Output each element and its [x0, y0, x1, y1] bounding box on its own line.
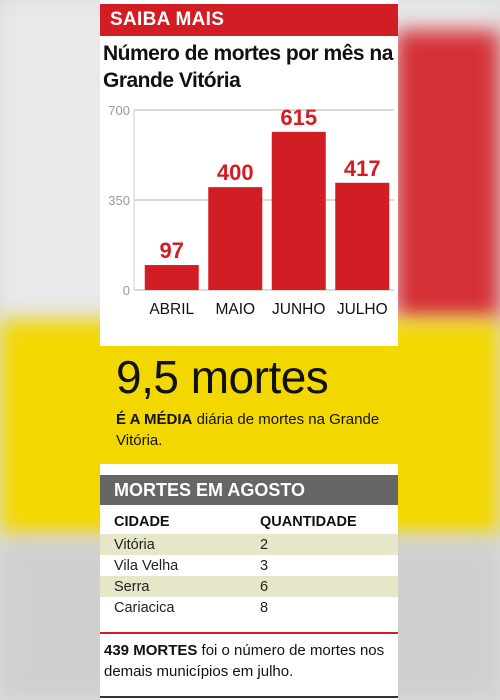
data-label: 400 — [217, 160, 254, 185]
row-count: 8 — [260, 599, 269, 616]
row-count: 2 — [260, 534, 398, 555]
bar-abril — [144, 265, 199, 290]
infographic-panel: SAIBA MAIS Número de mortes por mês na G… — [100, 0, 398, 700]
bar-junho — [271, 131, 326, 290]
y-tick-label: 700 — [108, 103, 130, 118]
x-tick-label: ABRIL — [149, 301, 194, 318]
table-row: Vitória 2 — [100, 534, 398, 555]
footnote: 439 MORTES foi o número de mortes nos de… — [104, 640, 398, 682]
row-city: Vila Velha — [114, 557, 179, 574]
bottom-rule — [100, 696, 398, 698]
table-title: MORTES EM AGOSTO — [100, 475, 398, 505]
bar-chart: 0 350 700 97 400 615 417 ABRIL MAIO JUNHO JULHO — [108, 103, 394, 318]
footnote-lead: 439 MORTES — [104, 642, 198, 659]
data-label: 417 — [344, 156, 381, 181]
average-value: 9,5 mortes — [116, 351, 329, 403]
x-tick-label: JULHO — [337, 301, 388, 318]
chart-title: Número de mortes por mês na Grande Vitór… — [103, 42, 393, 92]
footnote-text: foi o número de mortes nos demais municí… — [104, 642, 385, 680]
table-row: Serra 6 — [100, 576, 398, 597]
average-caption: É A MÉDIA diária de mortes na Grande Vit… — [116, 409, 386, 451]
x-tick-label: MAIO — [215, 301, 255, 318]
header-count: QUANTIDADE — [260, 514, 357, 530]
average-box — [100, 346, 398, 464]
data-label: 97 — [160, 238, 184, 263]
bar-maio — [208, 187, 263, 290]
table-row: Vila Velha 3 — [100, 555, 398, 576]
y-tick-label: 0 — [123, 283, 130, 298]
header-city: CIDADE — [114, 514, 170, 530]
row-count: 6 — [260, 576, 398, 597]
data-label: 615 — [280, 105, 317, 130]
table-row: Cariacica 8 — [100, 597, 398, 618]
average-lead: É A MÉDIA — [116, 411, 193, 428]
x-tick-label: JUNHO — [272, 301, 325, 318]
average-text: diária de mortes na Grande Vitória. — [116, 411, 380, 449]
bar-julho — [335, 182, 390, 290]
section-header: SAIBA MAIS — [100, 4, 398, 36]
divider — [100, 632, 398, 634]
row-city: Vitória — [100, 534, 260, 555]
row-city: Serra — [100, 576, 260, 597]
row-count: 3 — [260, 557, 269, 574]
deaths-table: CIDADE QUANTIDADE Vitória 2 Vila Velha 3… — [100, 510, 398, 618]
y-tick-label: 350 — [108, 193, 130, 208]
row-city: Cariacica — [114, 599, 175, 616]
table-header-row: CIDADE QUANTIDADE — [100, 510, 398, 534]
